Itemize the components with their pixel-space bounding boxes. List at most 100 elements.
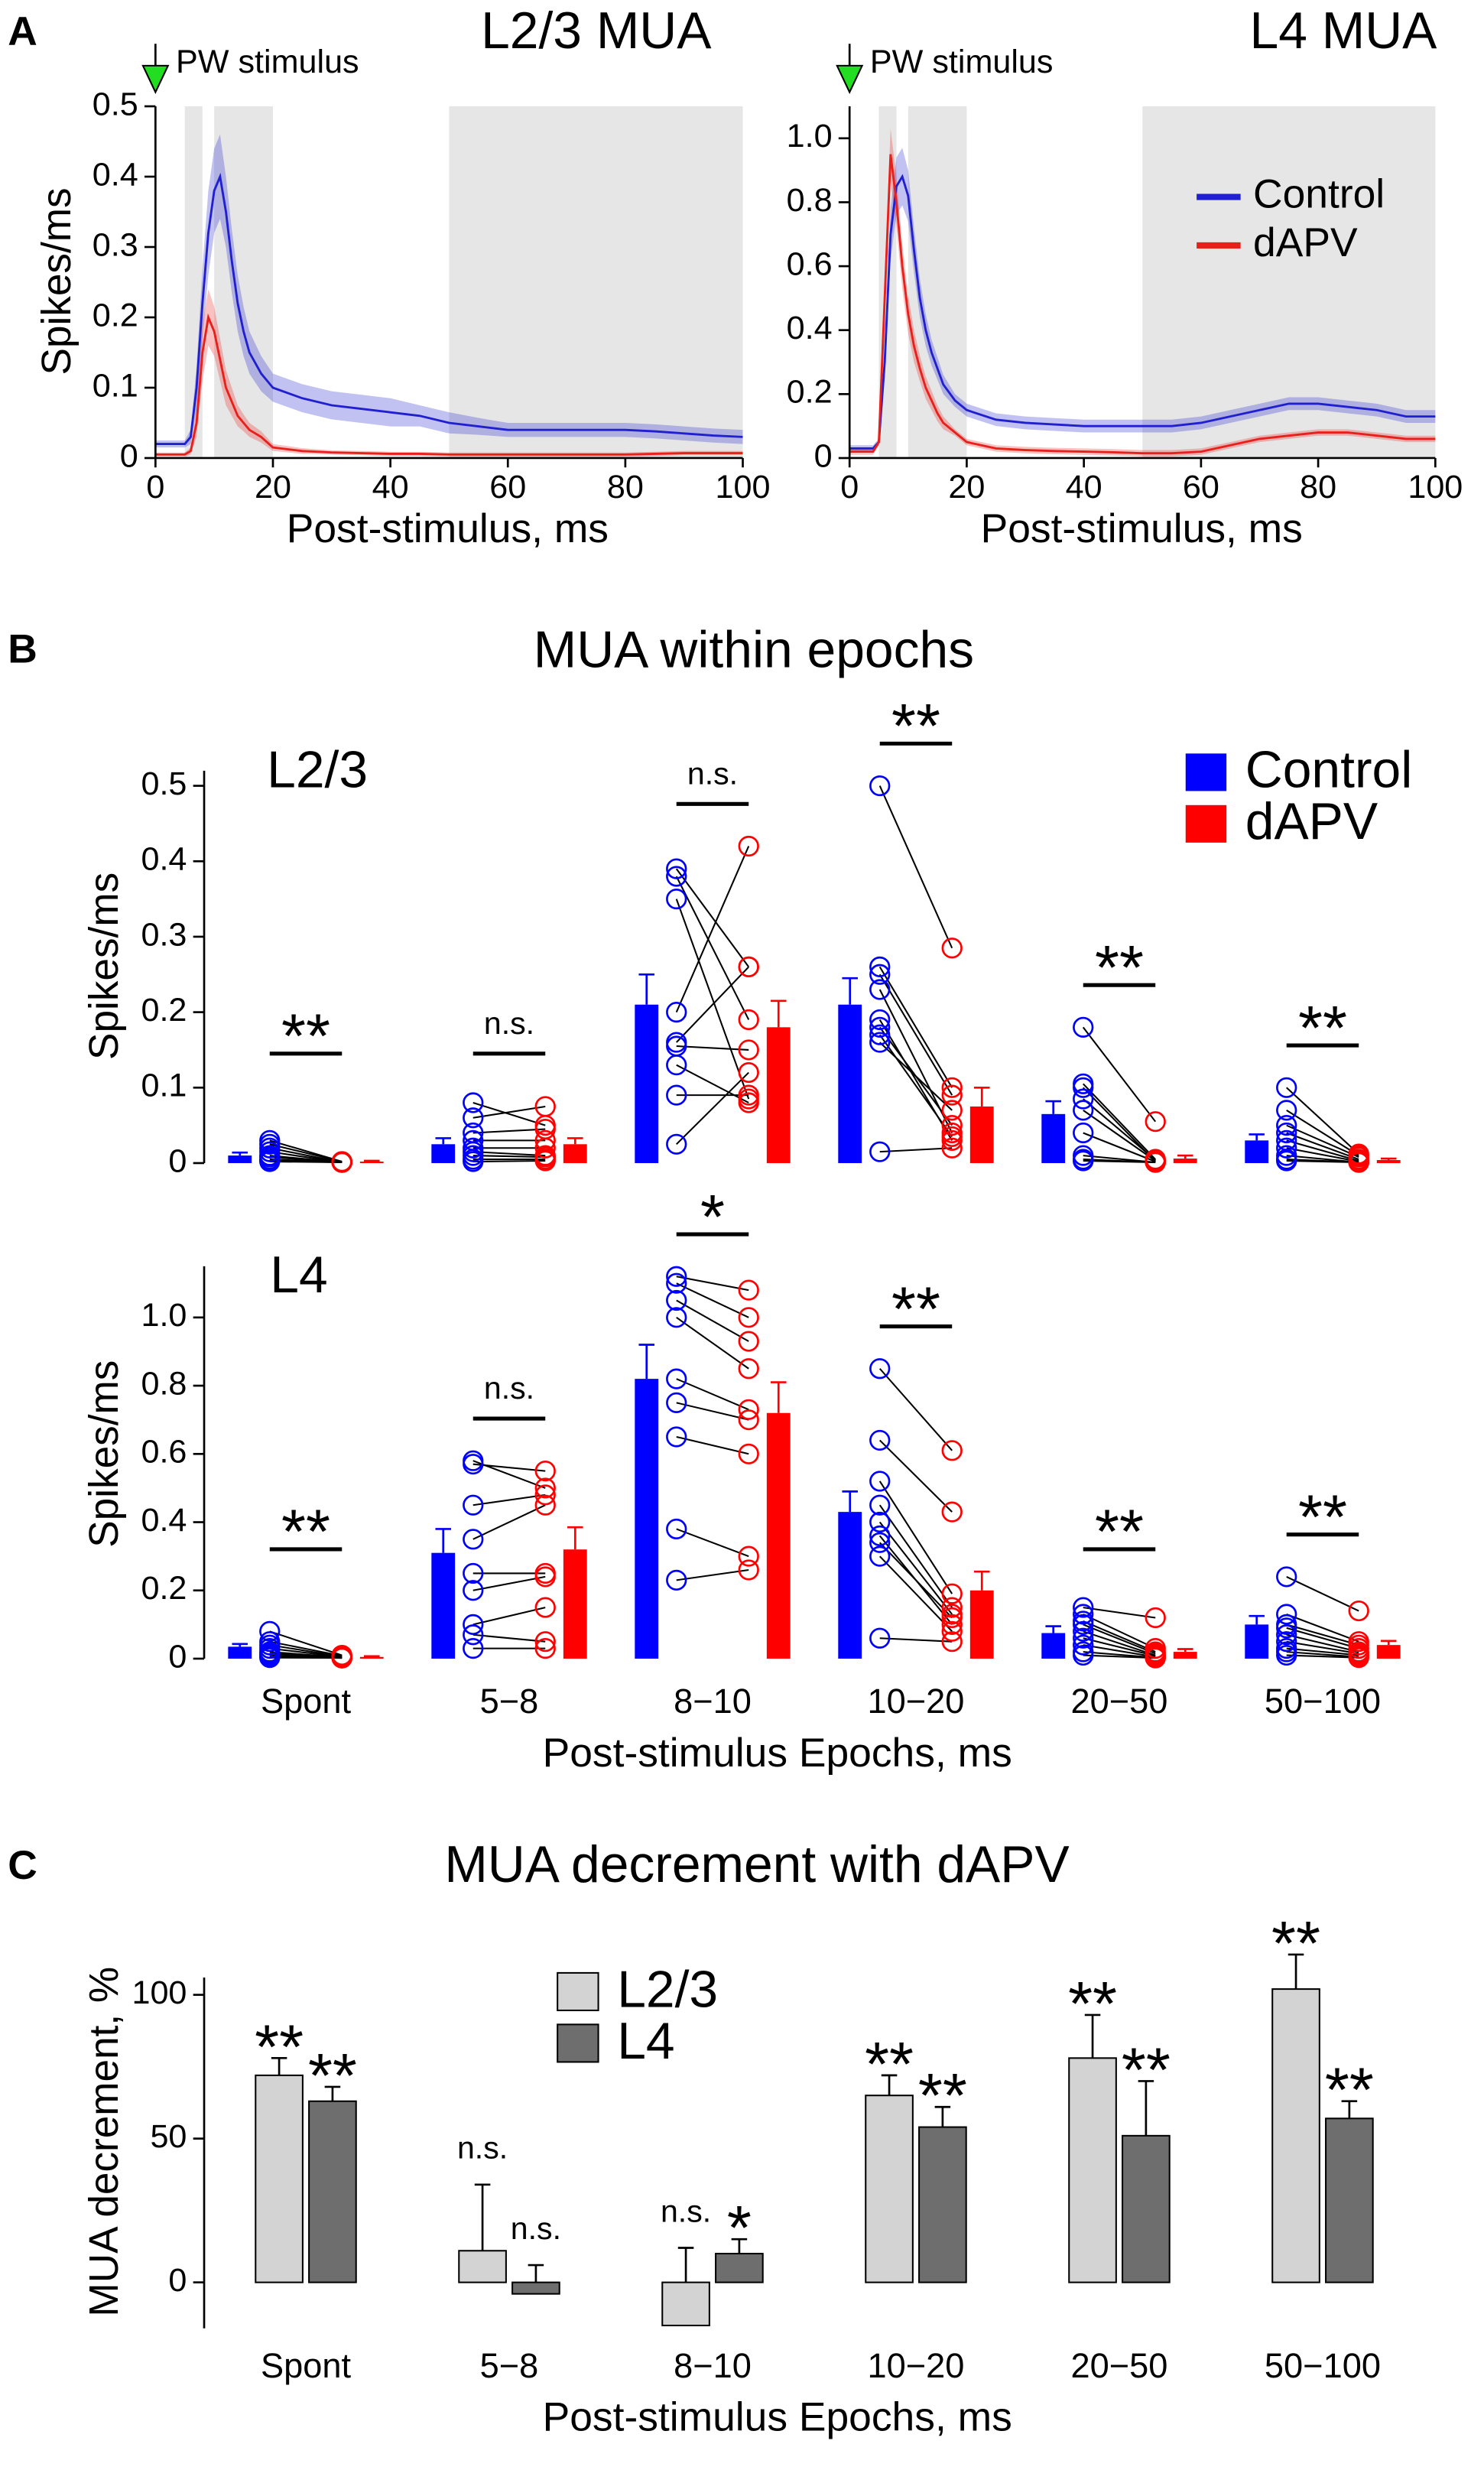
data-point <box>869 1032 891 1053</box>
data-point <box>869 1511 891 1533</box>
bar <box>1376 1160 1401 1163</box>
significance-label: ** <box>281 1497 330 1567</box>
y-tick-label: 0 <box>168 1142 187 1179</box>
bar <box>1041 1633 1066 1659</box>
pair-line <box>878 973 953 1096</box>
x-tick-label: 60 <box>489 469 526 505</box>
data-point <box>869 1429 891 1451</box>
legend-swatch <box>557 2023 599 2063</box>
bar <box>228 1646 252 1659</box>
data-point <box>1276 1624 1297 1646</box>
pair-line <box>878 1504 953 1608</box>
y-tick-label: 0.4 <box>93 156 138 193</box>
panel-sublabel: L4 <box>270 1246 327 1304</box>
x-tick-label: 5−8 <box>480 1682 539 1721</box>
stimulus-arrow <box>141 64 170 95</box>
panel-label: B <box>8 627 37 672</box>
data-point <box>941 1115 963 1136</box>
data-point <box>869 1494 891 1516</box>
data-point <box>534 1566 556 1588</box>
data-point <box>534 1477 556 1499</box>
bar <box>511 2281 560 2295</box>
data-point <box>738 1545 759 1567</box>
pair-line <box>878 1555 953 1633</box>
pair-line <box>472 1633 546 1643</box>
x-tick-label: Spont <box>261 2346 352 2385</box>
data-point <box>1073 1150 1094 1172</box>
y-tick-label: 1.0 <box>141 1297 187 1334</box>
legend-swatch <box>1185 804 1227 843</box>
data-point <box>463 1614 484 1635</box>
pair-line <box>1083 1630 1156 1656</box>
data-point <box>666 1426 687 1448</box>
data-point <box>738 1009 759 1031</box>
bar <box>1068 2057 1117 2283</box>
data-point <box>869 1141 891 1162</box>
data-point <box>463 1580 484 1601</box>
data-point <box>534 1137 556 1159</box>
bar <box>431 1144 456 1163</box>
pair-line <box>472 1607 546 1626</box>
bar <box>359 1656 384 1659</box>
data-point <box>738 1358 759 1380</box>
data-point <box>534 1096 556 1117</box>
data-point <box>869 1024 891 1045</box>
data-point <box>463 1454 484 1475</box>
data-point <box>1073 1100 1094 1121</box>
x-tick-label: 40 <box>372 469 409 505</box>
y-tick-label: 0.2 <box>93 297 138 333</box>
data-point <box>463 1562 484 1584</box>
data-point <box>666 1569 687 1591</box>
data-point <box>463 1529 484 1550</box>
pair-line <box>879 1147 953 1153</box>
data-point <box>666 1055 687 1076</box>
sem-band <box>849 148 1436 452</box>
pair-line <box>1286 1614 1359 1643</box>
bar <box>865 2095 914 2283</box>
bar <box>635 1379 659 1659</box>
data-point <box>941 1100 963 1121</box>
data-point <box>1276 1115 1297 1136</box>
y-tick-label: 0.5 <box>141 765 187 802</box>
series-line <box>155 172 743 446</box>
pair-line <box>1286 1110 1359 1156</box>
x-tick-label: 50−100 <box>1265 2346 1381 2385</box>
pair-line <box>676 966 749 1043</box>
data-point <box>1073 1016 1094 1038</box>
pair-line <box>1082 1083 1156 1160</box>
significance-label: n.s. <box>687 756 738 791</box>
legend-label: L4 <box>617 2013 674 2070</box>
pair-line <box>1083 1098 1156 1161</box>
significance-label: ** <box>255 2013 304 2082</box>
significance-label: ** <box>918 2062 967 2131</box>
data-point <box>738 1061 759 1084</box>
legend-label: dAPV <box>1253 220 1358 265</box>
significance-label: n.s. <box>457 2130 508 2166</box>
series-line <box>849 154 1436 455</box>
significance-label: ** <box>865 2030 914 2099</box>
x-tick-label: 20 <box>948 469 985 505</box>
pair-line <box>675 846 750 1013</box>
data-point <box>463 1092 484 1113</box>
data-point <box>869 1009 891 1031</box>
pair-line <box>1083 1644 1156 1658</box>
chart-title: L4 MUA <box>1250 2 1437 60</box>
x-tick-label: 0 <box>840 469 859 505</box>
pair-line <box>1286 1640 1359 1655</box>
pair-line <box>472 1159 546 1163</box>
bar <box>1245 1624 1269 1659</box>
x-tick-label: 10−20 <box>868 1682 965 1721</box>
y-tick-label: 0.2 <box>141 992 187 1029</box>
data-point <box>869 1627 891 1649</box>
data-point <box>941 1126 963 1148</box>
pair-line <box>1083 1620 1156 1653</box>
data-point <box>869 775 891 797</box>
data-point <box>463 1638 484 1659</box>
pair-line <box>269 1647 343 1658</box>
legend-label: dAPV <box>1245 793 1378 850</box>
data-point <box>738 1559 759 1581</box>
data-point <box>534 1494 556 1516</box>
pair-line <box>675 899 750 1100</box>
data-point <box>463 1624 484 1646</box>
pair-line <box>269 1143 343 1162</box>
